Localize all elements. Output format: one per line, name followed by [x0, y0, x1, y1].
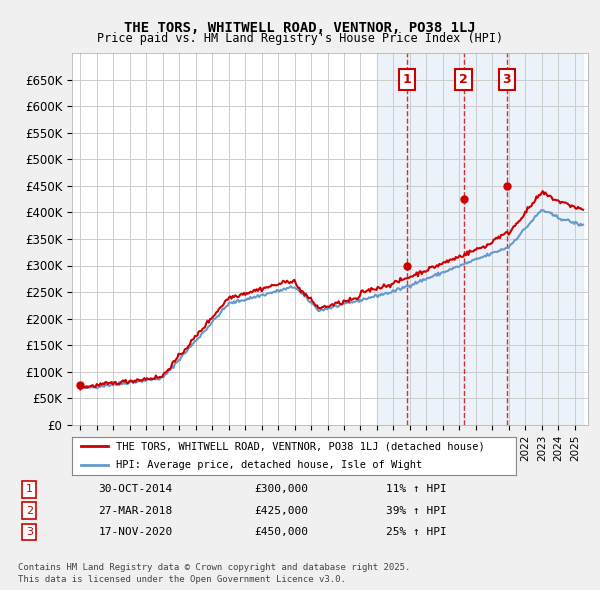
- Text: Contains HM Land Registry data © Crown copyright and database right 2025.: Contains HM Land Registry data © Crown c…: [18, 563, 410, 572]
- Text: 1: 1: [26, 484, 33, 494]
- Text: 27-MAR-2018: 27-MAR-2018: [98, 506, 173, 516]
- Text: 1: 1: [403, 73, 412, 86]
- Text: Price paid vs. HM Land Registry's House Price Index (HPI): Price paid vs. HM Land Registry's House …: [97, 32, 503, 45]
- Text: 2: 2: [26, 506, 33, 516]
- Text: THE TORS, WHITWELL ROAD, VENTNOR, PO38 1LJ (detached house): THE TORS, WHITWELL ROAD, VENTNOR, PO38 1…: [116, 441, 485, 451]
- Text: 17-NOV-2020: 17-NOV-2020: [98, 527, 173, 537]
- Text: £450,000: £450,000: [254, 527, 308, 537]
- Text: 11% ↑ HPI: 11% ↑ HPI: [386, 484, 447, 494]
- Text: £300,000: £300,000: [254, 484, 308, 494]
- Text: THE TORS, WHITWELL ROAD, VENTNOR, PO38 1LJ: THE TORS, WHITWELL ROAD, VENTNOR, PO38 1…: [124, 21, 476, 35]
- Bar: [377, 53, 583, 425]
- Text: 3: 3: [503, 73, 511, 86]
- Text: HPI: Average price, detached house, Isle of Wight: HPI: Average price, detached house, Isle…: [116, 460, 422, 470]
- Text: This data is licensed under the Open Government Licence v3.0.: This data is licensed under the Open Gov…: [18, 575, 346, 584]
- Text: 3: 3: [26, 527, 33, 537]
- Text: £425,000: £425,000: [254, 506, 308, 516]
- Text: 39% ↑ HPI: 39% ↑ HPI: [386, 506, 447, 516]
- Text: 2: 2: [459, 73, 468, 86]
- Text: 25% ↑ HPI: 25% ↑ HPI: [386, 527, 447, 537]
- Text: 30-OCT-2014: 30-OCT-2014: [98, 484, 173, 494]
